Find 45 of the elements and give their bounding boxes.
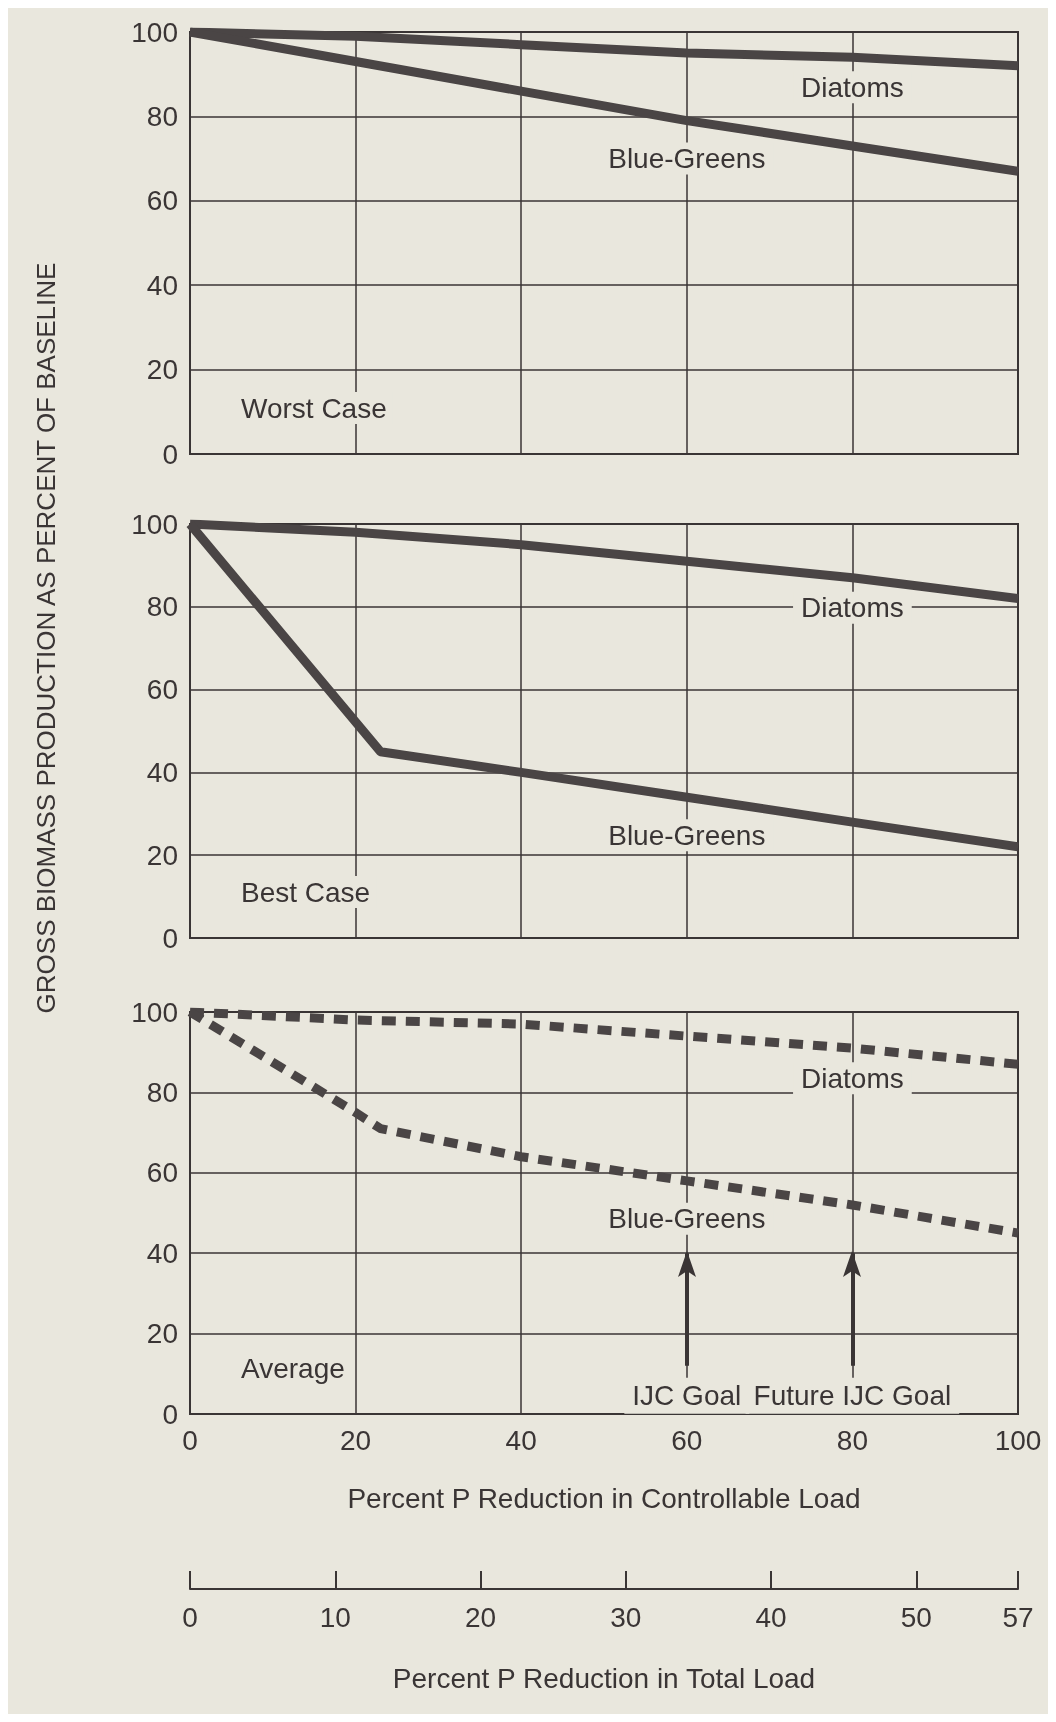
text: Worst Case: [241, 392, 387, 424]
y-tick-label: 80: [146, 1076, 178, 1108]
ref-line-label: IJC Goal: [632, 1380, 742, 1412]
y-tick-label: 60: [146, 674, 178, 706]
y-tick-label: 60: [146, 1157, 178, 1189]
series-label: Diatoms: [801, 1062, 904, 1094]
series-label: Blue-Greens: [608, 143, 766, 175]
series-label: Diatoms: [801, 71, 904, 103]
x2-tick-label: 20: [464, 1601, 497, 1633]
series-label: Diatoms: [801, 592, 904, 624]
text: Average: [241, 1352, 345, 1384]
x-tick-label: 40: [505, 1424, 537, 1456]
x2-tick-label: 10: [319, 1601, 351, 1633]
y-tick-label: 100: [131, 508, 178, 540]
y-tick-label: 80: [146, 591, 178, 623]
text: Best Case: [241, 876, 371, 908]
x-tick-label: 100: [994, 1424, 1042, 1456]
ref-line-label: Future IJC Goal: [753, 1380, 952, 1412]
y-tick-label: 100: [131, 16, 178, 48]
y-tick-label: 0: [162, 1398, 178, 1430]
y-tick-label: 20: [146, 1318, 178, 1350]
y-tick-label: 0: [162, 438, 178, 470]
y-axis-title: GROSS BIOMASS PRODUCTION AS PERCENT OF BASELINE: [30, 262, 62, 1014]
y-tick-label: 40: [146, 1237, 178, 1269]
series-label: Blue-Greens: [608, 819, 766, 851]
x2-tick-label: 57: [1002, 1601, 1034, 1633]
x2-tick-label: 40: [755, 1601, 787, 1633]
y-tick-label: 60: [146, 185, 178, 217]
y-tick-label: 40: [146, 269, 178, 301]
x2-tick-label: 0: [182, 1601, 198, 1633]
y-tick-label: 40: [146, 756, 178, 788]
x-tick-label: 0: [182, 1424, 198, 1456]
x2-tick-label: 30: [610, 1601, 642, 1633]
y-tick-label: 100: [131, 996, 178, 1028]
y-tick-label: 0: [162, 922, 178, 954]
x-tick-label: 80: [836, 1424, 868, 1456]
y-tick-label: 20: [146, 839, 178, 871]
x2-axis-title: Percent P Reduction in Total Load: [392, 1662, 816, 1694]
series-label: Blue-Greens: [608, 1203, 766, 1235]
x-axis-title: Percent P Reduction in Controllable Load: [347, 1482, 861, 1514]
x-tick-label: 60: [671, 1424, 703, 1456]
y-tick-label: 20: [146, 354, 178, 386]
y-tick-label: 80: [146, 100, 178, 132]
x2-tick-label: 50: [900, 1601, 932, 1633]
x-tick-label: 20: [340, 1424, 372, 1456]
